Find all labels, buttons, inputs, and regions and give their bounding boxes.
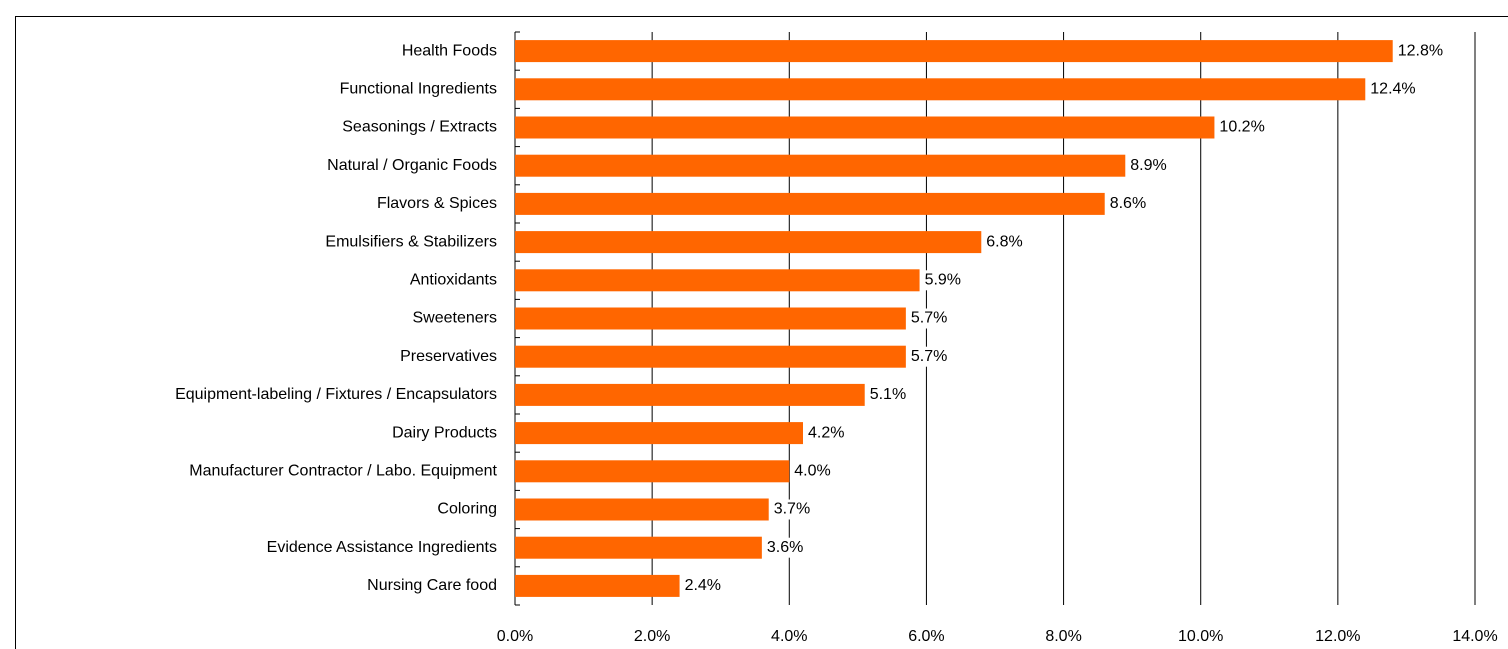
data-label: 8.9% (1130, 157, 1166, 174)
data-label: 4.0% (794, 463, 830, 480)
bar (515, 307, 906, 330)
x-tick-label: 12.0% (1315, 628, 1360, 645)
y-tick-label: Preservatives (400, 348, 497, 365)
bar (515, 498, 769, 521)
label-bg (763, 537, 806, 558)
x-tick-label: 6.0% (908, 628, 944, 645)
x-tick-label: 2.0% (634, 628, 670, 645)
label-bg (805, 423, 847, 444)
label-bg (983, 232, 1026, 253)
label-bg (1367, 79, 1419, 100)
data-label: 5.7% (911, 348, 947, 365)
y-tick-label: Health Foods (402, 42, 497, 59)
y-tick-label: Sweeteners (413, 310, 498, 327)
label-bg (681, 575, 724, 596)
y-tick-label: Antioxidants (410, 272, 497, 289)
data-label: 5.1% (870, 386, 906, 403)
bar (515, 536, 762, 559)
y-tick-label: Dairy Products (392, 424, 497, 441)
y-tick-label: Seasonings / Extracts (342, 119, 497, 136)
bar (515, 192, 1105, 215)
y-tick-label: Functional Ingredients (340, 81, 497, 98)
y-tick-label: Manufacturer Contractor / Labo. Equipmen… (189, 463, 497, 480)
label-bg (1106, 193, 1149, 214)
x-tick-label: 0.0% (497, 628, 533, 645)
label-bg (921, 270, 964, 291)
y-tick-label: Equipment-labeling / Fixtures / Encapsul… (175, 386, 497, 403)
label-bg (1216, 117, 1268, 138)
data-label: 8.6% (1110, 195, 1146, 212)
data-label: 5.7% (911, 310, 947, 327)
y-tick-label: Emulsifiers & Stabilizers (325, 233, 497, 250)
data-label: 3.6% (767, 539, 803, 556)
bar (515, 345, 906, 368)
x-tick-label: 14.0% (1452, 628, 1497, 645)
bar (515, 460, 790, 483)
label-bg (907, 346, 950, 367)
bar (515, 231, 982, 254)
data-label: 2.4% (685, 577, 721, 594)
x-tick-label: 10.0% (1178, 628, 1223, 645)
data-label: 3.7% (774, 501, 810, 518)
label-bg (866, 384, 909, 405)
data-label: 4.2% (808, 424, 844, 441)
y-tick-label: Nursing Care food (367, 577, 497, 594)
bar (515, 383, 865, 406)
label-bg (1394, 41, 1446, 62)
label-bg (907, 308, 950, 329)
data-label: 12.8% (1398, 42, 1443, 59)
data-label: 10.2% (1219, 119, 1264, 136)
bar (515, 574, 680, 597)
bar (515, 269, 920, 292)
chart-border (15, 16, 1508, 649)
label-bg (791, 461, 834, 482)
data-label: 5.9% (925, 272, 961, 289)
bar (515, 154, 1126, 177)
y-tick-label: Natural / Organic Foods (327, 157, 497, 174)
bar (515, 40, 1393, 63)
bar (515, 422, 803, 445)
label-bg (770, 499, 813, 520)
data-label: 6.8% (986, 233, 1022, 250)
data-label: 12.4% (1370, 81, 1415, 98)
y-tick-label: Flavors & Spices (377, 195, 497, 212)
x-tick-label: 4.0% (771, 628, 807, 645)
bar (515, 116, 1215, 139)
label-bg (1127, 155, 1170, 176)
bar (515, 78, 1366, 101)
x-tick-label: 8.0% (1045, 628, 1081, 645)
y-tick-label: Coloring (437, 501, 497, 518)
y-tick-label: Evidence Assistance Ingredients (267, 539, 497, 556)
